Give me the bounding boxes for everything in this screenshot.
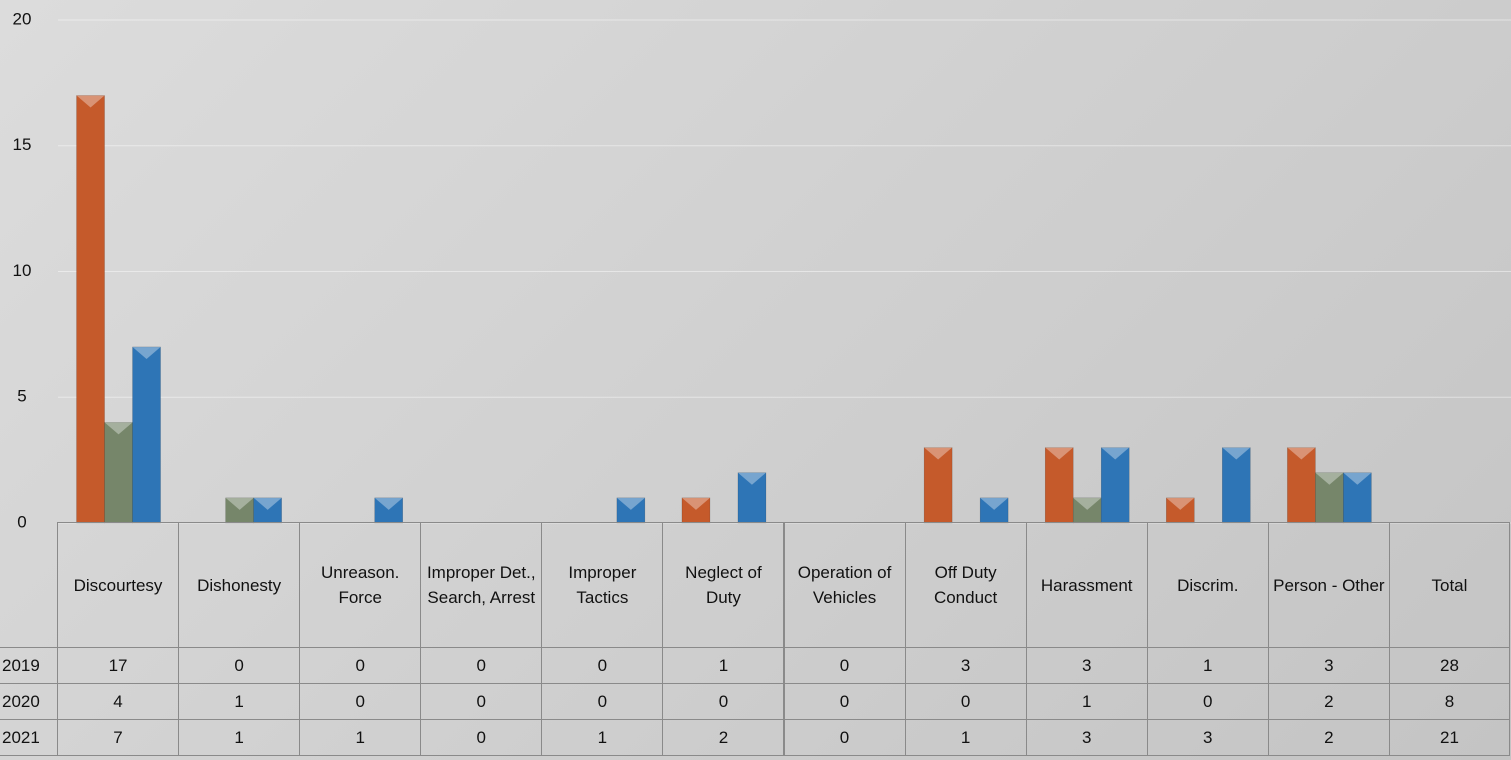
category-label: Improper Det., Search, Arrest bbox=[420, 522, 543, 648]
bar-bevel bbox=[1222, 447, 1251, 460]
series-name: 2020 bbox=[0, 683, 58, 720]
bar-bevel bbox=[1101, 447, 1130, 460]
bar-bevel bbox=[253, 497, 282, 510]
table-value: 0 bbox=[178, 647, 301, 684]
table-value: 1 bbox=[1146, 647, 1269, 684]
y-tick-label: 15 bbox=[13, 135, 32, 154]
bar-bevel bbox=[681, 497, 710, 510]
bar-bevel bbox=[616, 497, 645, 510]
bar-bevel bbox=[1045, 447, 1074, 460]
table-value: 1 bbox=[662, 647, 785, 684]
total-label: Total bbox=[1388, 522, 1510, 648]
table-value: 0 bbox=[420, 647, 543, 684]
bar-bevel bbox=[132, 346, 161, 359]
table-value: 2 bbox=[662, 719, 785, 756]
category-label: Person - Other bbox=[1267, 522, 1390, 648]
table-value: 1 bbox=[1025, 683, 1148, 720]
bar bbox=[616, 497, 646, 524]
y-tick-label: 0 bbox=[17, 512, 26, 531]
bar-bevel bbox=[1166, 497, 1195, 510]
category-label: Discrim. bbox=[1146, 522, 1269, 648]
table-value: 1 bbox=[904, 719, 1027, 756]
table-value: 0 bbox=[420, 683, 543, 720]
category-label: Off Duty Conduct bbox=[904, 522, 1027, 648]
table-value: 3 bbox=[904, 647, 1027, 684]
table-value: 3 bbox=[1025, 647, 1148, 684]
table-value: 3 bbox=[1146, 719, 1269, 756]
category-label: Unreason. Force bbox=[299, 522, 422, 648]
table-value: 0 bbox=[299, 683, 422, 720]
table-total: 8 bbox=[1388, 683, 1510, 720]
bar bbox=[681, 497, 711, 524]
table-value: 2 bbox=[1267, 719, 1390, 756]
bar bbox=[1100, 447, 1130, 524]
table-value: 0 bbox=[783, 647, 906, 684]
table-value: 0 bbox=[541, 647, 664, 684]
bar bbox=[1343, 472, 1372, 524]
table-value: 1 bbox=[299, 719, 422, 756]
table-value: 0 bbox=[1146, 683, 1269, 720]
bar bbox=[1166, 497, 1195, 524]
table-value: 0 bbox=[541, 683, 664, 720]
table-value: 1 bbox=[178, 683, 301, 720]
table-value: 0 bbox=[783, 683, 906, 720]
table-value: 1 bbox=[541, 719, 664, 756]
table-value: 1 bbox=[178, 719, 301, 756]
table-value: 2 bbox=[1267, 683, 1390, 720]
bar-bevel bbox=[1343, 472, 1372, 485]
bar bbox=[979, 497, 1009, 524]
y-tick-label: 20 bbox=[13, 9, 32, 28]
table-value: 0 bbox=[783, 719, 906, 756]
table-value: 17 bbox=[57, 647, 180, 684]
bar bbox=[132, 346, 161, 524]
table-value: 7 bbox=[57, 719, 180, 756]
bar-bevel bbox=[924, 447, 953, 460]
series-name: 2019 bbox=[0, 647, 58, 684]
bar bbox=[1222, 447, 1251, 524]
bar bbox=[76, 95, 105, 524]
category-label: Operation of Vehicles bbox=[783, 522, 906, 648]
table-value: 3 bbox=[1025, 719, 1148, 756]
category-label: Neglect of Duty bbox=[662, 522, 785, 648]
bar-bevel bbox=[76, 95, 105, 108]
bar-bevel bbox=[1287, 447, 1316, 460]
y-tick-label: 10 bbox=[13, 261, 32, 280]
series-name: 2021 bbox=[0, 719, 58, 756]
bar-bevel bbox=[980, 497, 1009, 510]
bar bbox=[1044, 447, 1074, 524]
category-label: Harassment bbox=[1025, 522, 1148, 648]
table-value: 4 bbox=[57, 683, 180, 720]
bar bbox=[253, 497, 282, 524]
bar bbox=[1315, 472, 1344, 524]
bar-bevel bbox=[374, 497, 403, 510]
bar bbox=[104, 422, 133, 524]
category-label: Discourtesy bbox=[57, 522, 180, 648]
table-total: 21 bbox=[1388, 719, 1510, 756]
bar-bevel bbox=[1073, 497, 1102, 510]
bar bbox=[737, 472, 767, 524]
bar bbox=[374, 497, 403, 524]
bar-bevel bbox=[104, 422, 133, 435]
bar-bevel bbox=[737, 472, 766, 485]
table-value: 0 bbox=[420, 719, 543, 756]
table-value: 0 bbox=[904, 683, 1027, 720]
category-label: Dishonesty bbox=[178, 522, 301, 648]
bar-bevel bbox=[1315, 472, 1344, 485]
bar bbox=[1072, 497, 1102, 524]
table-value: 3 bbox=[1267, 647, 1390, 684]
bar bbox=[225, 497, 254, 524]
y-tick-label: 5 bbox=[17, 387, 26, 406]
table-total: 28 bbox=[1388, 647, 1510, 684]
bar bbox=[923, 447, 953, 524]
table-value: 0 bbox=[299, 647, 422, 684]
bar-bevel bbox=[225, 497, 254, 510]
category-label: Improper Tactics bbox=[541, 522, 664, 648]
table-value: 0 bbox=[662, 683, 785, 720]
